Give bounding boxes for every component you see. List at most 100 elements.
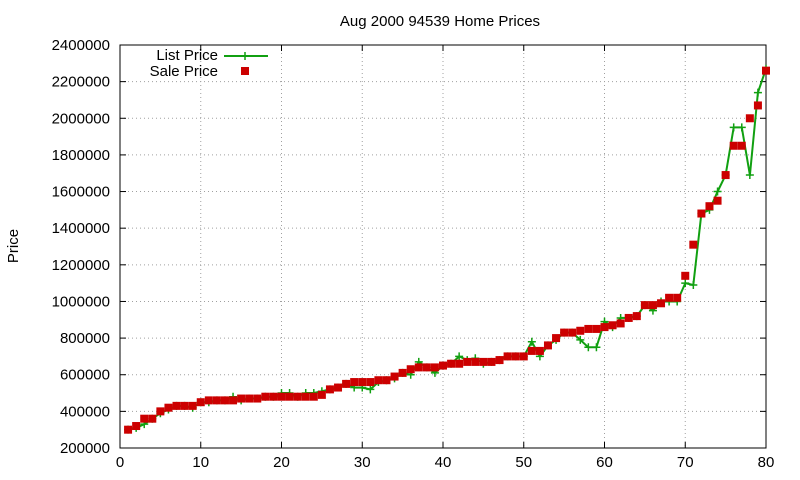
sale-price-point: [673, 293, 682, 302]
y-tick-label: 1600000: [52, 184, 110, 201]
sale-price-point: [366, 378, 375, 387]
sale-price-point: [156, 407, 165, 416]
sale-price-point: [237, 394, 246, 403]
grid: [120, 45, 766, 448]
sale-price-point: [342, 379, 351, 388]
sale-price-point: [229, 396, 238, 405]
x-tick-label: 20: [273, 454, 290, 471]
sale-price-point: [430, 363, 439, 372]
list-price-point: [681, 279, 690, 288]
legend-sale-price-marker: [241, 67, 249, 75]
sale-price-point: [261, 392, 270, 401]
sale-price-point: [172, 401, 181, 410]
sale-price-point: [527, 346, 536, 355]
sale-price-point: [382, 376, 391, 385]
sale-price-point: [737, 141, 746, 150]
sale-price-point: [552, 334, 561, 343]
sale-price-point: [140, 414, 149, 423]
sale-price-point: [374, 376, 383, 385]
y-tick-label: 400000: [60, 403, 110, 420]
legend-sale-price-label: Sale Price: [150, 63, 218, 80]
sale-price-point: [665, 293, 674, 302]
chart-title: Aug 2000 94539 Home Prices: [340, 13, 540, 30]
sale-price-point: [317, 390, 326, 399]
sale-price-point: [616, 319, 625, 328]
sale-price-point: [632, 312, 641, 321]
sale-price-point: [196, 398, 205, 407]
list-price-point: [689, 280, 698, 289]
x-tick-label: 10: [192, 454, 209, 471]
list-price-point: [737, 123, 746, 132]
sale-price-point: [422, 363, 431, 372]
list-price-point: [592, 343, 601, 352]
x-tick-label: 0: [116, 454, 124, 471]
sale-price-point: [212, 396, 221, 405]
sale-price-point: [584, 324, 593, 333]
y-tick-label: 2200000: [52, 74, 110, 91]
sale-price-point: [132, 422, 141, 431]
sale-price-point: [124, 425, 133, 434]
list-price-point: [455, 352, 464, 361]
series: [124, 64, 770, 434]
sale-price-point: [293, 392, 302, 401]
sale-price-point: [253, 394, 262, 403]
sale-price-point: [657, 299, 666, 308]
sale-price-point: [753, 101, 762, 110]
sale-price-point: [414, 363, 423, 372]
y-tick-label: 600000: [60, 367, 110, 384]
sale-price-point: [495, 356, 504, 365]
sale-price-point: [398, 368, 407, 377]
sale-price-point: [600, 323, 609, 332]
y-tick-label: 1000000: [52, 293, 110, 310]
y-tick-label: 2400000: [52, 37, 110, 54]
sale-price-point: [439, 361, 447, 370]
sale-price-point: [277, 392, 286, 401]
axis-ticks: 0 10 20 30 40 50 60 70 80 200000 400000 600000 80000…: [52, 37, 775, 471]
sale-price-point: [180, 401, 189, 410]
sale-price-point: [745, 114, 754, 123]
sale-price-point: [245, 394, 254, 403]
y-tick-label: 2000000: [52, 110, 110, 127]
sale-price-point: [681, 271, 690, 280]
sale-price-point: [721, 171, 730, 180]
sale-price-point: [713, 196, 722, 205]
sale-price-point: [705, 202, 714, 211]
y-tick-label: 1400000: [52, 220, 110, 237]
list-price-point: [713, 187, 722, 196]
sale-price-point: [689, 240, 698, 249]
sale-price-point: [463, 357, 472, 366]
legend-list-price-label: List Price: [156, 47, 218, 64]
list-price-point: [366, 385, 375, 394]
list-price-point: [745, 171, 754, 180]
sale-price-point: [188, 401, 197, 410]
list-price-line: [127, 68, 767, 431]
sale-price-point: [511, 352, 520, 361]
list-price-point: [584, 343, 593, 352]
legend: List Price Sale Price: [150, 47, 268, 80]
list-price-point: [576, 335, 585, 344]
sale-price-point: [576, 326, 585, 335]
y-tick-label: 1200000: [52, 257, 110, 274]
list-price-point: [729, 123, 738, 132]
sale-price-point: [309, 392, 318, 401]
sale-price-point: [479, 357, 488, 366]
x-tick-label: 60: [596, 454, 613, 471]
sale-price-point: [269, 392, 278, 401]
sale-price-point: [325, 385, 334, 394]
x-tick-label: 80: [758, 454, 775, 471]
sale-price-point: [640, 301, 649, 310]
sale-price-point: [762, 66, 770, 75]
sale-price-point: [471, 357, 480, 366]
sale-price-point: [390, 372, 399, 381]
sale-price-point: [204, 396, 213, 405]
sale-price-point: [608, 321, 617, 330]
sale-price-point: [624, 313, 633, 322]
x-tick-label: 70: [677, 454, 694, 471]
sale-price-point: [697, 209, 706, 218]
y-tick-label: 1800000: [52, 147, 110, 164]
sale-price-point: [334, 383, 343, 392]
sale-price-point: [350, 378, 359, 387]
sale-price-point: [648, 301, 657, 310]
sale-price-point: [560, 328, 569, 337]
sale-price-point: [503, 352, 512, 361]
